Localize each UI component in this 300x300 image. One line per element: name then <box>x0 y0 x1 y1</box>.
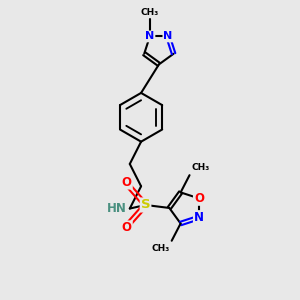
Text: N: N <box>145 32 154 41</box>
Text: O: O <box>194 192 204 205</box>
Text: CH₃: CH₃ <box>152 244 170 253</box>
Text: S: S <box>141 199 150 212</box>
Text: N: N <box>194 211 204 224</box>
Text: O: O <box>122 221 132 234</box>
Text: N: N <box>164 32 172 41</box>
Text: HN: HN <box>106 202 126 215</box>
Text: O: O <box>122 176 132 189</box>
Text: CH₃: CH₃ <box>141 8 159 17</box>
Text: CH₃: CH₃ <box>191 163 209 172</box>
